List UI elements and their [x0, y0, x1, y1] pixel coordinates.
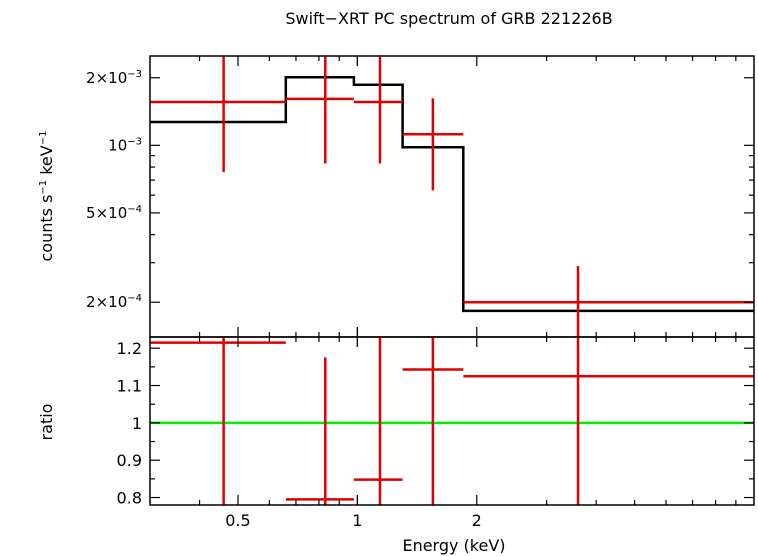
top-y-tick-label: 2×10−3	[86, 69, 142, 87]
bottom-y-tick-label: 0.9	[117, 451, 142, 470]
x-axis-label: Energy (keV)	[402, 536, 505, 555]
bottom-panel-frame	[149, 336, 755, 506]
chart-title: Swift−XRT PC spectrum of GRB 221226B	[285, 9, 612, 28]
model-step-line	[150, 76, 754, 313]
bottom-y-axis-label: ratio	[37, 404, 56, 441]
top-panel-frame	[149, 55, 755, 338]
spectrum-panel: 2×10−4 5×10−4 10−3 2×10−3	[86, 55, 755, 338]
ratio-panel: 0.5 1 2 0.8 0.9 1 1.1 1.2	[117, 336, 755, 530]
x-tick-label: 2	[472, 511, 482, 530]
bottom-y-tick-label: 1.1	[117, 377, 142, 396]
top-y-tick-label: 2×10−4	[86, 293, 142, 311]
x-tick-label: 0.5	[225, 511, 250, 530]
x-tick-label: 1	[352, 511, 362, 530]
bottom-y-tick-label: 1	[132, 414, 142, 433]
bottom-y-tick-label: 0.8	[117, 489, 142, 508]
top-y-axis-label: counts s−1 keV−1	[37, 131, 56, 262]
top-y-tick-label: 10−3	[108, 136, 142, 154]
bottom-y-tick-label: 1.2	[117, 339, 142, 358]
top-y-tick-label: 5×10−4	[86, 204, 142, 222]
